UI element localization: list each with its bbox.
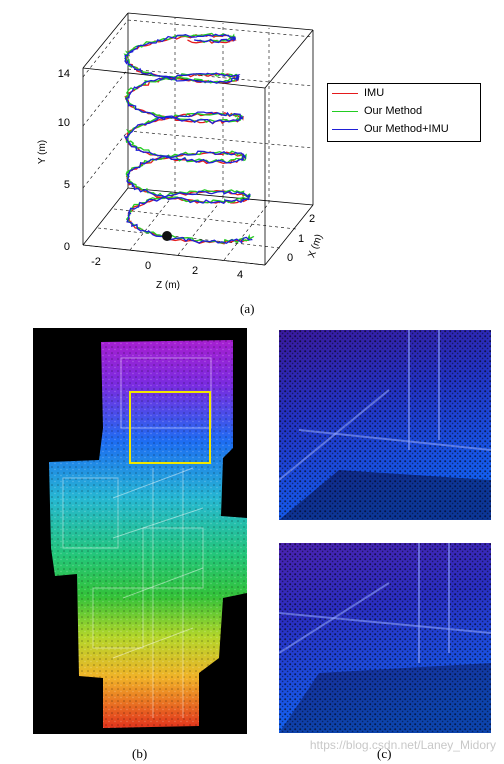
legend-item-our-method: Our Method [328, 103, 480, 120]
grid-lines [82, 18, 314, 266]
legend-swatch-our-method-imu [332, 129, 358, 130]
legend-item-imu: IMU [328, 85, 480, 102]
caption-c: (c) [377, 746, 392, 761]
grid-line [127, 68, 314, 87]
box-edge [264, 204, 314, 266]
zoom-region-box [129, 391, 211, 464]
z-axis-label: Z (m) [156, 280, 180, 291]
trajectory-3d-plot: 0 5 10 14 Y (m) -2 0 2 4 Z (m) 0 1 2 X (… [37, 12, 325, 291]
y-tick-10: 10 [58, 117, 70, 129]
grid-line [177, 197, 224, 256]
grid-line [82, 244, 266, 266]
z-tick-2: 2 [192, 265, 198, 277]
legend-item-our-method-imu: Our Method+IMU [328, 121, 480, 138]
box-edge [82, 187, 129, 246]
grid-line [127, 130, 314, 149]
grid-line [82, 68, 129, 127]
x-tick-0: 0 [287, 252, 293, 264]
zoom-view-bottom [279, 543, 491, 733]
x-tick-1: 1 [298, 233, 304, 245]
x-axis-label: X (m) [306, 233, 325, 260]
zoom-view-top [279, 330, 491, 520]
grid-line [82, 130, 129, 189]
box-edge [127, 12, 314, 31]
grid-line [113, 208, 297, 230]
series-line-1 [123, 32, 255, 244]
series-lines [123, 32, 255, 245]
legend-label-our-method: Our Method [364, 105, 423, 117]
y-axis-label: Y (m) [37, 140, 48, 164]
y-tick-5: 5 [64, 179, 70, 191]
z-tick-0: 0 [145, 260, 151, 272]
grid-line [82, 19, 129, 78]
legend-swatch-our-method [332, 111, 358, 112]
plot-box [82, 12, 314, 266]
y-tick-0: 0 [64, 241, 70, 253]
legend-label-our-method-imu: Our Method+IMU [364, 123, 449, 135]
z-tick-neg2: -2 [91, 256, 101, 268]
box-edge [82, 12, 129, 69]
start-marker [162, 231, 172, 241]
series-line-2 [124, 33, 253, 245]
grid-line [129, 192, 176, 251]
watermark: https://blog.csdn.net/Laney_Midory [309, 738, 496, 752]
legend-label-imu: IMU [364, 87, 385, 99]
point-cloud-full [33, 328, 247, 734]
x-tick-2: 2 [309, 213, 315, 225]
y-tick-14: 14 [58, 68, 70, 80]
box-edge [264, 29, 314, 89]
grid-line [127, 19, 314, 38]
legend: IMU Our Method Our Method+IMU [327, 83, 481, 142]
z-tick-4: 4 [237, 269, 243, 281]
box-edge [127, 187, 314, 206]
caption-b: (b) [132, 746, 148, 761]
grid-line [223, 202, 270, 261]
legend-swatch-imu [332, 93, 358, 94]
caption-a: (a) [240, 301, 255, 316]
